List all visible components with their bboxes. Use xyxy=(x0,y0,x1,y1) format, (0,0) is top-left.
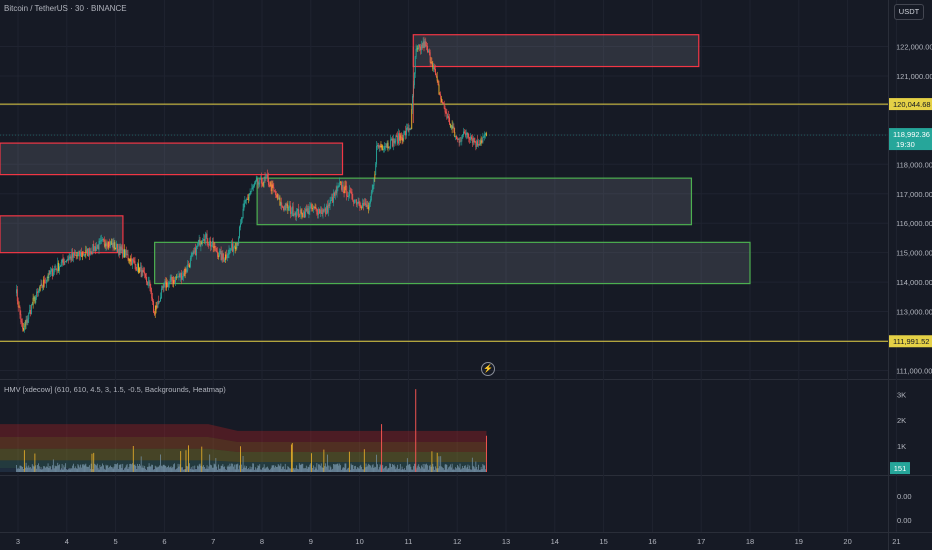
x-tick-label: 5 xyxy=(114,537,118,546)
volume-bars-group xyxy=(16,442,487,472)
volume-current-label: 151 xyxy=(894,464,907,473)
level-lower-label-box xyxy=(889,335,932,348)
supply-zone xyxy=(0,142,344,176)
x-tick-label: 20 xyxy=(843,537,851,546)
x-tick-label: 15 xyxy=(599,537,607,546)
x-tick-label: 12 xyxy=(453,537,461,546)
heatmap-band xyxy=(0,424,487,442)
x-tick-label: 16 xyxy=(648,537,656,546)
x-tick-label: 11 xyxy=(405,537,413,546)
y-tick-label: 116,000.00 xyxy=(896,219,932,228)
lower-pane-tick: 0.00 xyxy=(897,516,912,525)
x-tick-label: 6 xyxy=(162,537,166,546)
x-tick-label: 17 xyxy=(697,537,705,546)
currency-button[interactable]: USDT xyxy=(894,4,924,20)
demand-zone xyxy=(256,177,693,226)
supply-zone xyxy=(412,34,700,68)
heatmap-band xyxy=(0,448,487,462)
x-tick-label: 4 xyxy=(65,537,69,546)
current-price-box xyxy=(889,128,932,151)
volume-label-box xyxy=(890,462,910,475)
x-tick-label: 21 xyxy=(892,537,900,546)
level-lower-label: 111,991.52 xyxy=(893,337,929,346)
indicator-label: HMV [xdecow] (610, 610, 4.5, 3, 1.5, -0.… xyxy=(4,385,226,394)
candles-group xyxy=(15,36,487,333)
x-tick-label: 19 xyxy=(795,537,803,546)
y-tick-label: 118,000.00 xyxy=(896,160,932,169)
x-tick-label: 13 xyxy=(502,537,510,546)
lower-pane-tick: 0.00 xyxy=(897,492,912,501)
current-price-label: 118,992.36 xyxy=(893,130,930,139)
level-upper-label: 120,044.68 xyxy=(893,100,931,109)
lightning-icon[interactable]: ⚡ xyxy=(481,362,495,376)
volume-tick-label: 1K xyxy=(897,442,906,451)
level-upper-label-box xyxy=(889,98,932,111)
demand-zone xyxy=(154,241,751,285)
volume-tick-label: 3K xyxy=(897,390,906,399)
volume-tick-label: 2K xyxy=(897,416,906,425)
y-tick-label: 115,000.00 xyxy=(896,249,932,258)
x-tick-label: 8 xyxy=(260,537,264,546)
x-tick-label: 9 xyxy=(309,537,313,546)
x-tick-label: 18 xyxy=(746,537,754,546)
y-tick-label: 114,000.00 xyxy=(896,278,932,287)
countdown-label: 19:30 xyxy=(896,140,915,149)
supply-zone xyxy=(0,215,124,254)
y-tick-label: 122,000.00 xyxy=(896,43,932,52)
y-tick-label: 117,000.00 xyxy=(896,190,932,199)
y-tick-label: 111,000.00 xyxy=(896,366,932,375)
chart-title: Bitcoin / TetherUS · 30 · BINANCE xyxy=(4,4,127,13)
heatmap-band xyxy=(0,437,487,452)
x-tick-label: 10 xyxy=(355,537,363,546)
x-tick-label: 14 xyxy=(551,537,559,546)
y-tick-label: 121,000.00 xyxy=(896,72,932,81)
x-tick-label: 3 xyxy=(16,537,20,546)
y-tick-label: 113,000.00 xyxy=(896,308,932,317)
x-tick-label: 7 xyxy=(211,537,215,546)
